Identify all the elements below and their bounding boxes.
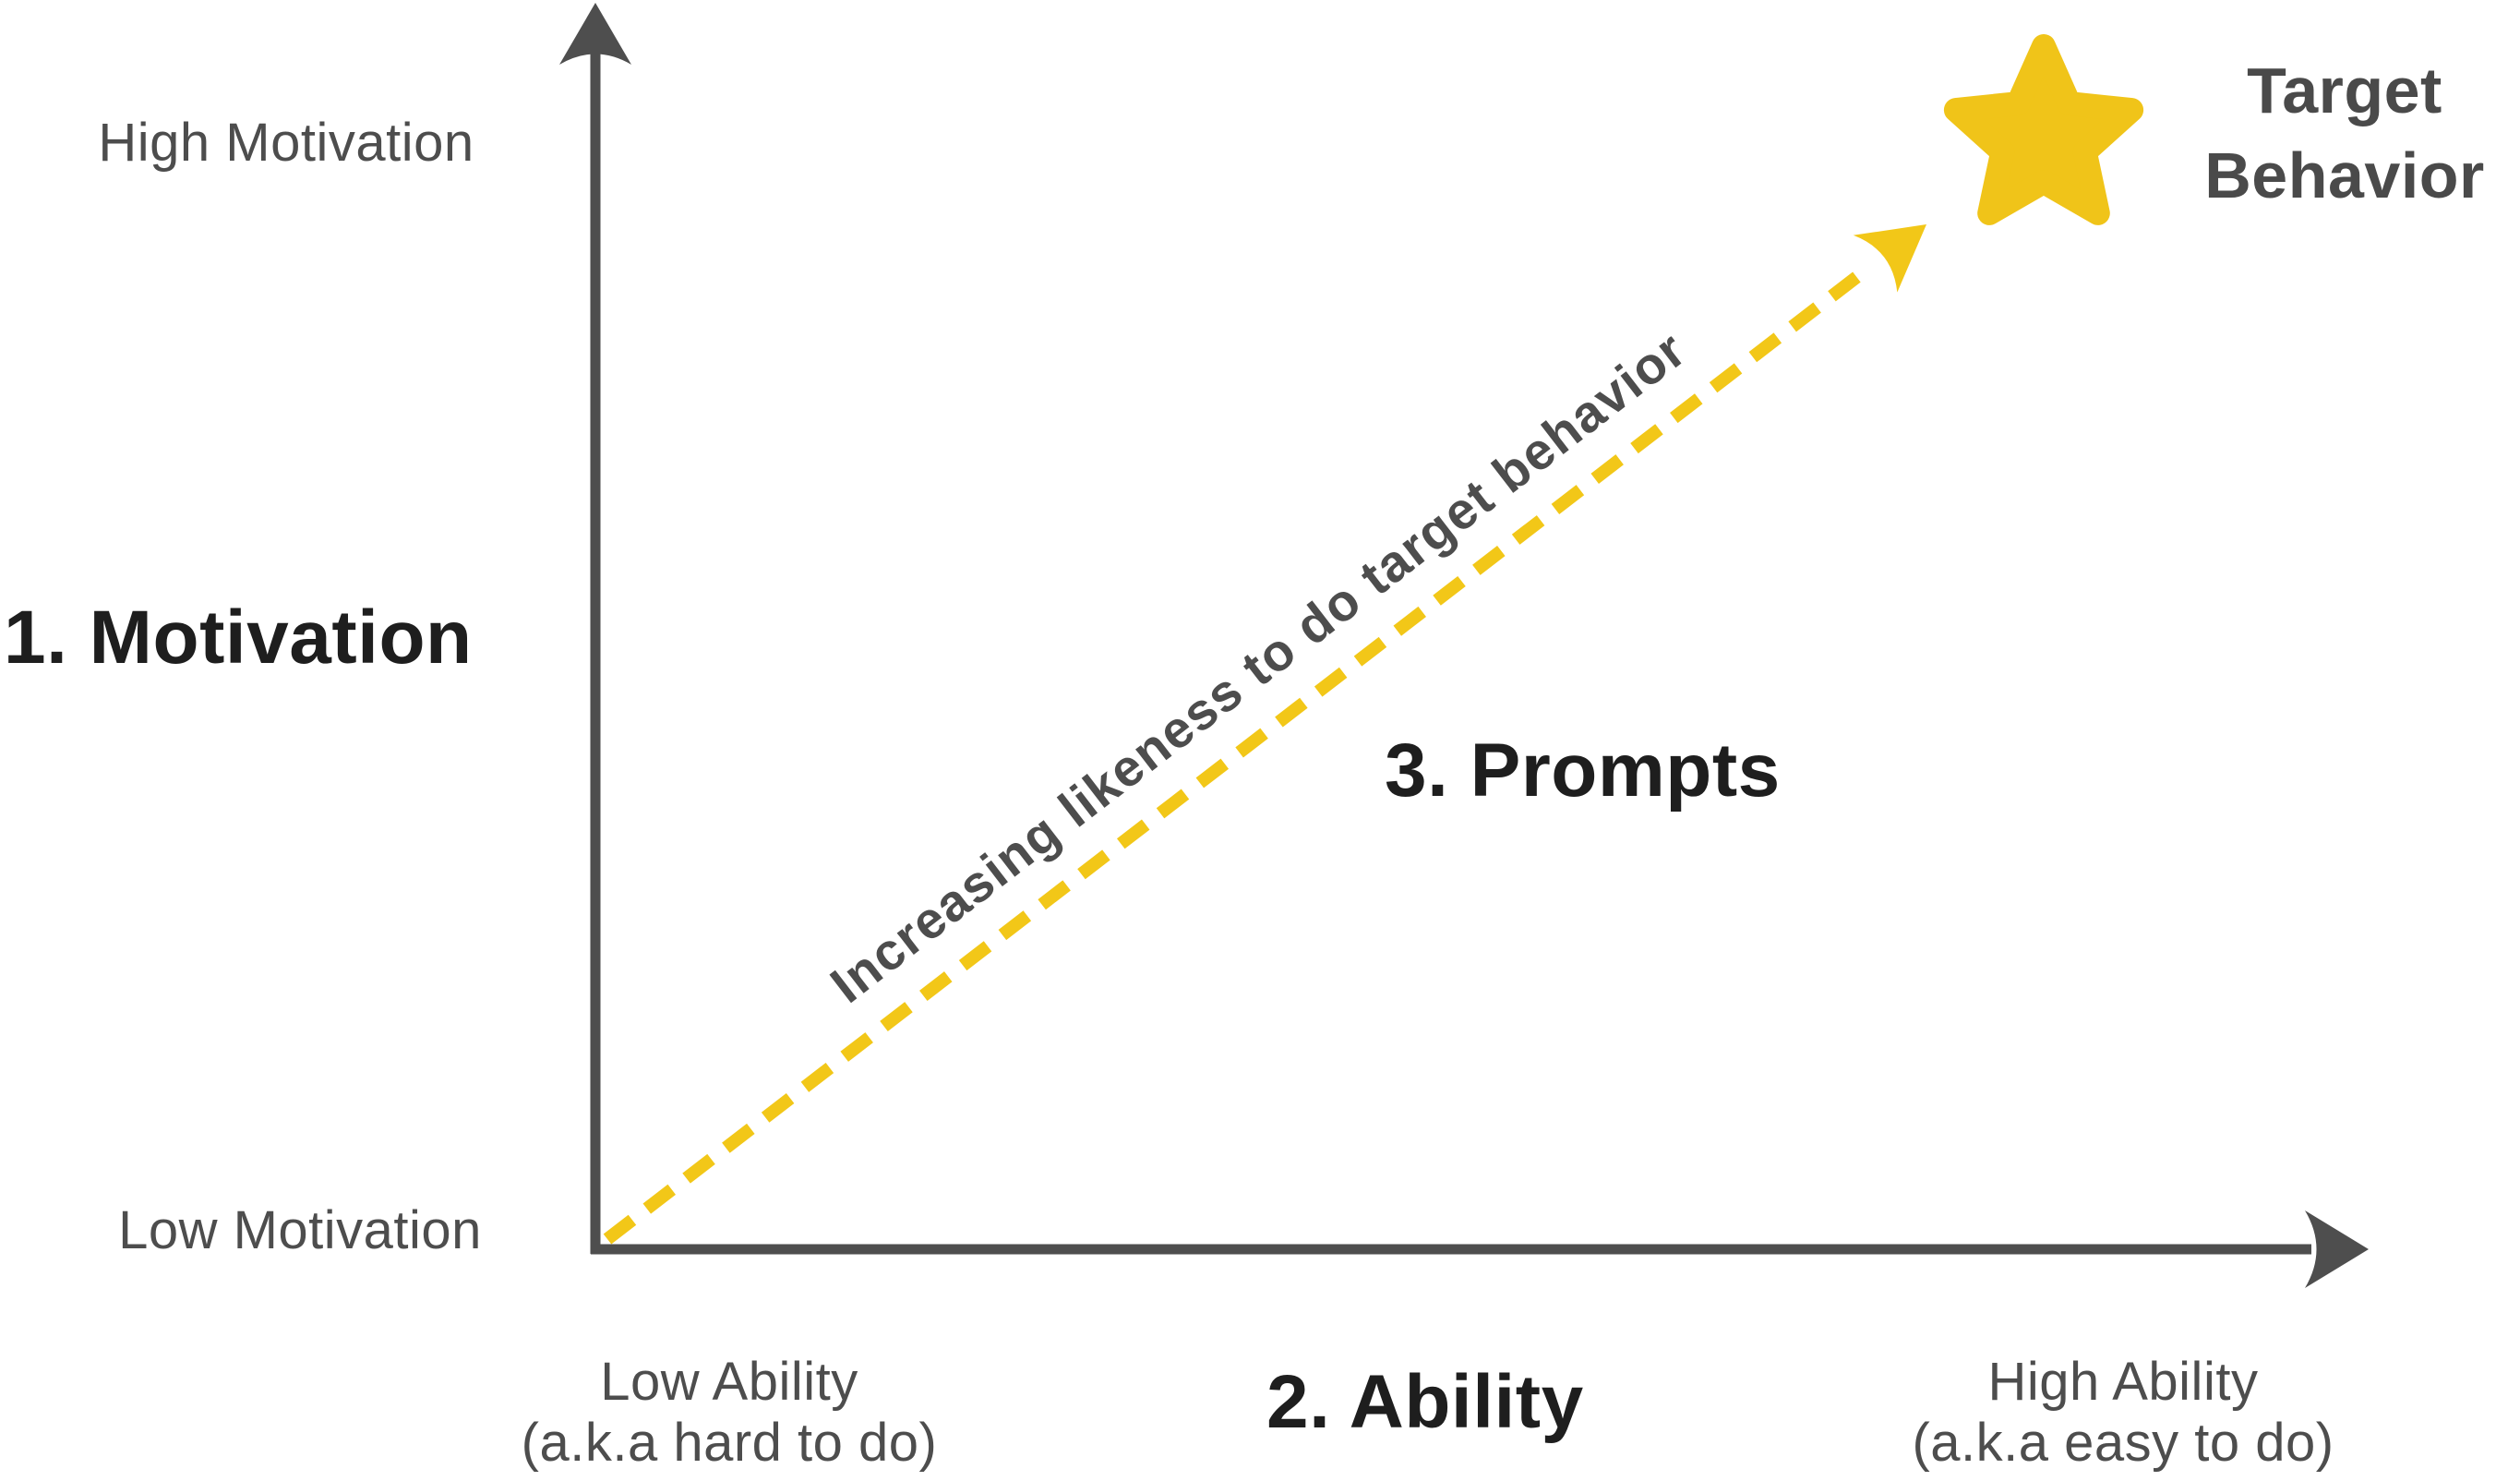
x-axis-low-label-line2: (a.k.a hard to do) <box>521 1413 938 1473</box>
y-axis-high-label: High Motivation <box>98 113 474 173</box>
x-axis-low-label-line1: Low Ability <box>600 1352 858 1412</box>
x-axis-title: 2. Ability <box>1266 1360 1584 1444</box>
x-axis-high-label-line1: High Ability <box>1987 1352 2259 1412</box>
x-axis-high-label-line2: (a.k.a easy to do) <box>1912 1413 2334 1473</box>
prompts-title: 3. Prompts <box>1385 728 1781 813</box>
arrow-up-right-icon <box>1853 224 1926 293</box>
target-behavior-label: Target Behavior <box>2169 48 2520 218</box>
target-behavior-label-line2: Behavior <box>2204 139 2485 211</box>
x-axis-low-label: Low Ability (a.k.a hard to do) <box>452 1352 1006 1474</box>
diagonal-dashed-line <box>603 267 1867 1245</box>
star-icon <box>1943 34 2144 225</box>
arrow-up-icon <box>559 3 631 65</box>
x-axis-high-label: High Ability (a.k.a easy to do) <box>1846 1352 2400 1474</box>
target-behavior-label-line1: Target <box>2247 54 2442 126</box>
y-axis-title: 1. Motivation <box>4 596 473 680</box>
y-axis-low-label: Low Motivation <box>118 1200 482 1260</box>
arrow-right-icon <box>2305 1210 2369 1288</box>
